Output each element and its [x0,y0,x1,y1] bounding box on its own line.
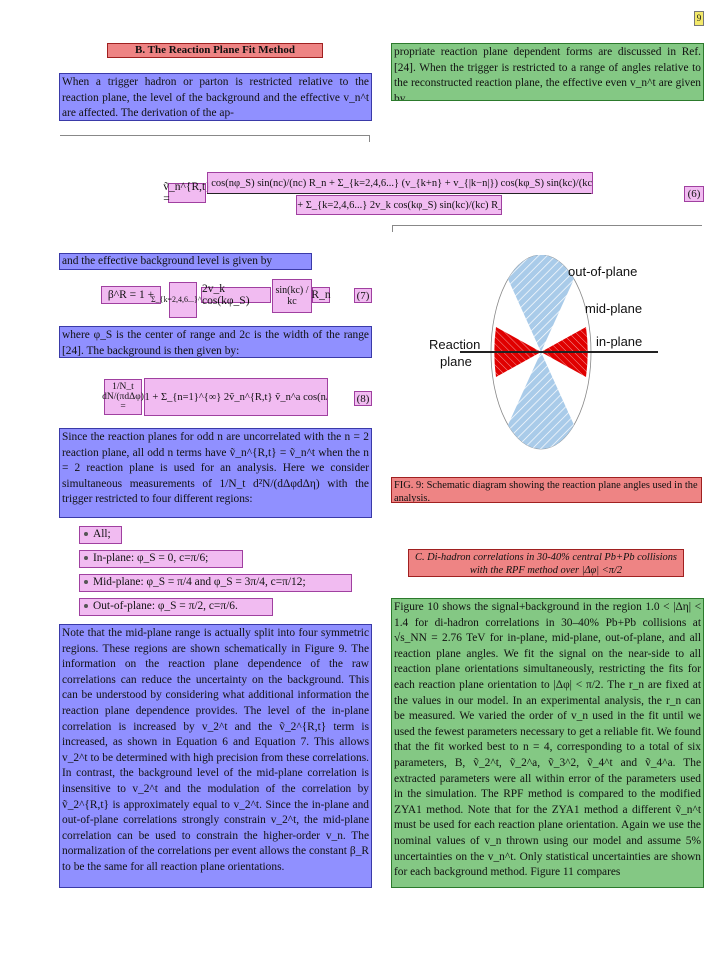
out-of-plane-wedge-bottom [508,352,574,450]
eq7-frac: sin(kc) / kc [272,279,312,313]
note-paragraph: Note that the mid-plane range is actuall… [59,624,372,888]
eq7-body: 2v_k cos(kφ_S) [201,283,271,307]
eq8-number: (8) [354,391,372,406]
bullet-icon [84,556,88,561]
since-paragraph: Since the reaction planes for odd n are … [59,428,372,518]
figure-9-caption: FIG. 9: Schematic diagram showing the re… [391,477,702,503]
eq6-fraction-bar [207,193,591,194]
eq6-number: (6) [684,186,704,202]
section-heading-c: C. Di-hadron correlations in 30-40% cent… [408,549,684,577]
column-rule-right [392,225,702,232]
eq8-body: β^R(1 + Σ_{n=1}^{∞} 2ṽ_n^{R,t} ṽ_n^a cos… [144,378,328,416]
continued-paragraph: propriate reaction plane dependent forms… [391,43,704,101]
label-in-plane: in-plane [596,334,642,349]
region-all: All; [79,526,122,544]
eq6-numerator: v_n + cos(nφ_S) sin(nc)/(nc) R_n + Σ_{k=… [207,172,593,194]
intro-paragraph: When a trigger hadron or parton is restr… [59,73,372,121]
figure-9-diagram: out-of-plane mid-plane in-plane Reaction… [429,255,658,450]
region-mid-plane: Mid-plane: φ_S = π/4 and φ_S = 3π/4, c=π… [79,574,352,592]
label-out-of-plane: out-of-plane [568,264,637,279]
label-plane: plane [440,354,472,369]
eq6-denominator: 1 + Σ_{k=2,4,6...} 2v_k cos(kφ_S) sin(kc… [296,195,502,215]
page-number: 9 [694,11,704,26]
column-rule-left [60,135,370,142]
region-in-plane: In-plane: φ_S = 0, c=π/6; [79,550,243,568]
bg-level-text: and the effective background level is gi… [59,253,312,270]
eq7-sum: Σ_{k=2,4,6...}^{∞} [151,282,215,318]
region-out-of-plane: Out-of-plane: φ_S = π/2, c=π/6. [79,598,273,616]
eq7-lhs: β^R = 1 + [101,286,161,304]
where-paragraph: where φ_S is the center of range and 2c … [59,326,372,358]
label-mid-plane: mid-plane [585,301,642,316]
bullet-icon [84,580,88,585]
eq7-number: (7) [354,288,372,303]
out-of-plane-wedge-top [508,255,574,352]
eq6-lhs: ṽ_n^{R,t} = [163,181,211,205]
bullet-icon [84,604,88,609]
eq8-lhs: 1/N_t dN/(πdΔφ) = [102,379,144,415]
bullet-icon [84,532,88,537]
label-reaction: Reaction [429,337,480,352]
section-heading-b: B. The Reaction Plane Fit Method [107,43,323,58]
eq7-rn: R_n [311,287,331,303]
section-c-paragraph: Figure 10 shows the signal+background in… [391,598,704,888]
